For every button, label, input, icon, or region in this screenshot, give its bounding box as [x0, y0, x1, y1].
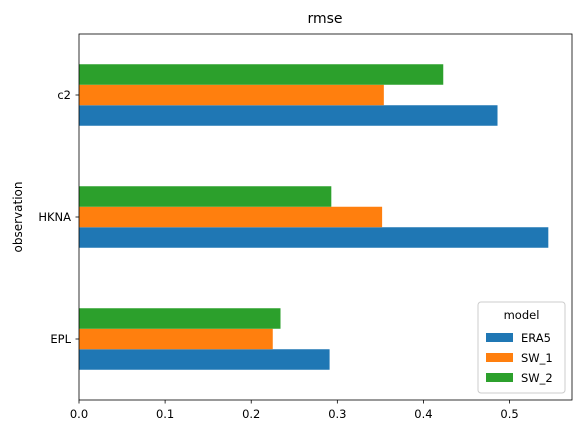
legend: model ERA5 SW_1 SW_2 — [477, 301, 566, 394]
bar-c2-sw_2 — [79, 64, 444, 85]
legend-swatch-sw_1 — [486, 353, 513, 362]
y-tick-label: EPL — [50, 332, 71, 346]
bars — [79, 64, 549, 370]
x-tick-label: 0.4 — [414, 407, 432, 421]
y-tick-label: HKNA — [38, 210, 71, 224]
x-tick-label: 0.5 — [500, 407, 518, 421]
legend-label-sw_2: SW_2 — [521, 371, 553, 385]
legend-swatch-era5 — [486, 333, 513, 342]
chart-title: rmse — [307, 11, 342, 27]
y-axis-label: observation — [11, 182, 25, 253]
bar-c2-era5 — [79, 105, 498, 126]
legend-label-era5: ERA5 — [521, 331, 551, 345]
bar-hkna-sw_2 — [79, 186, 332, 207]
bar-epl-sw_2 — [79, 308, 281, 329]
x-tick-label: 0.2 — [242, 407, 260, 421]
y-tick-label: c2 — [57, 88, 71, 102]
legend-label-sw_1: SW_1 — [521, 351, 553, 365]
x-tick-label: 0.1 — [156, 407, 174, 421]
x-tick-label: 0.0 — [70, 407, 88, 421]
x-tick-label: 0.3 — [328, 407, 346, 421]
axes: 0.0 0.1 0.2 0.3 0.4 0.5 EPL HKNA c2 — [38, 33, 573, 421]
legend-title: model — [504, 308, 540, 322]
bar-epl-sw_1 — [79, 328, 273, 350]
bar-hkna-era5 — [79, 227, 549, 248]
legend-box — [477, 301, 566, 394]
bar-epl-era5 — [79, 349, 330, 370]
bar-hkna-sw_1 — [79, 206, 383, 228]
legend-swatch-sw_2 — [486, 373, 513, 382]
bar-c2-sw_1 — [79, 84, 384, 106]
